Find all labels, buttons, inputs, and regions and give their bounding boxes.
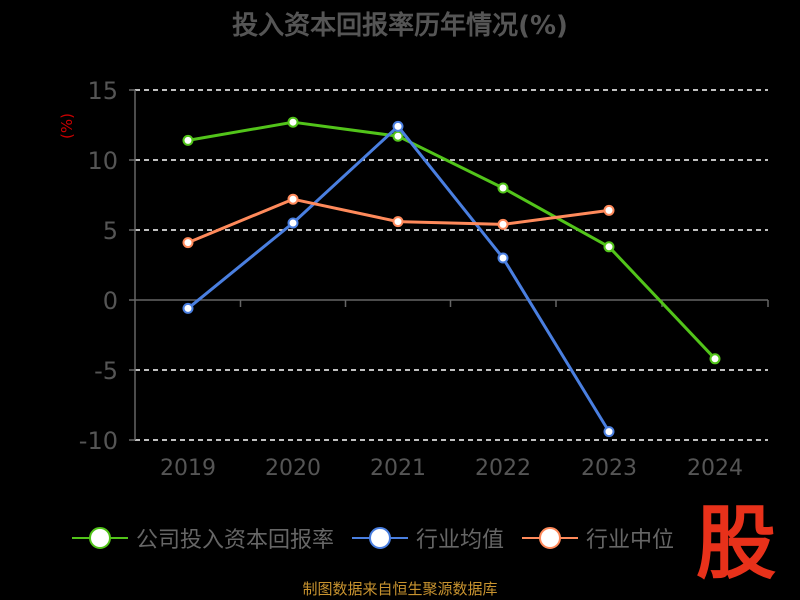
- legend-label-industry-mean: 行业均值: [416, 528, 505, 553]
- data-point[interactable]: [497, 182, 509, 194]
- legend: 公司投入资本回报率 行业均值 行业中位: [72, 520, 692, 556]
- data-point[interactable]: [392, 130, 404, 142]
- data-point[interactable]: [182, 237, 194, 249]
- legend-swatch-blue: [352, 523, 409, 553]
- x-tick-label: 2022: [475, 456, 531, 481]
- data-point[interactable]: [709, 353, 721, 365]
- y-tick-label: 0: [103, 287, 118, 315]
- legend-item-industry-median[interactable]: 行业中位: [522, 522, 674, 554]
- brand-logo: 股: [696, 497, 776, 590]
- x-tick-label: 2023: [581, 456, 637, 481]
- data-point[interactable]: [392, 120, 404, 132]
- data-point[interactable]: [497, 252, 509, 264]
- legend-label-company: 公司投入资本回报率: [136, 528, 335, 553]
- data-point[interactable]: [603, 204, 615, 216]
- series-line-0: [187, 120, 717, 360]
- chart-title: 投入资本回报率历年情况(%): [232, 10, 568, 41]
- data-point[interactable]: [392, 216, 404, 228]
- legend-item-industry-mean[interactable]: 行业均值: [352, 522, 504, 554]
- legend-label-industry-median: 行业中位: [586, 528, 675, 553]
- data-point[interactable]: [497, 218, 509, 230]
- x-tick-label: 2024: [687, 456, 743, 481]
- y-tick-label: -5: [94, 357, 118, 385]
- data-point[interactable]: [287, 217, 299, 229]
- y-tick-label: 5: [103, 217, 118, 245]
- y-tick-label: 10: [87, 147, 118, 175]
- legend-swatch-green: [72, 523, 128, 553]
- y-tick-label: -10: [79, 427, 118, 455]
- data-point[interactable]: [603, 241, 615, 253]
- series-line-1: [187, 124, 611, 433]
- legend-item-company[interactable]: 公司投入资本回报率: [72, 522, 334, 554]
- y-tick-label: 15: [87, 77, 118, 105]
- data-point[interactable]: [182, 134, 194, 146]
- data-point[interactable]: [603, 426, 615, 438]
- data-point[interactable]: [287, 116, 299, 128]
- data-point[interactable]: [182, 302, 194, 314]
- x-tick-label: 2019: [160, 456, 216, 481]
- y-axis-label: (%): [58, 113, 76, 139]
- series-layer: [182, 116, 721, 438]
- x-tick-label: 2021: [370, 456, 426, 481]
- data-point[interactable]: [287, 193, 299, 205]
- axis-layer: 15 10 5 0 -5 -10 2019 2020 2021 2022 2023 2024: [79, 77, 769, 481]
- grid-layer: [135, 89, 768, 441]
- x-tick-label: 2020: [265, 456, 321, 481]
- source-footer: 制图数据来自恒生聚源数据库: [302, 580, 498, 598]
- legend-swatch-orange: [522, 523, 579, 553]
